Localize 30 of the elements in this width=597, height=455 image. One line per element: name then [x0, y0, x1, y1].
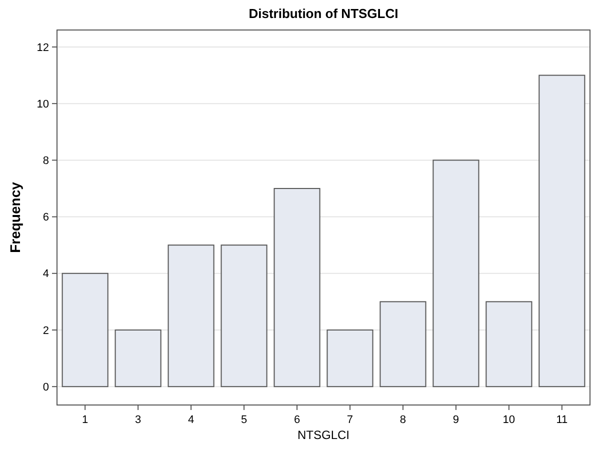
y-axis-title: Frequency	[7, 182, 23, 253]
y-tick-label: 6	[42, 212, 49, 224]
x-tick-label: 4	[188, 414, 194, 426]
bar	[486, 301, 532, 388]
x-tick-label: 11	[556, 414, 568, 426]
y-tick-label: 12	[36, 42, 49, 54]
bar	[432, 160, 480, 388]
bar	[274, 188, 320, 388]
y-tick-label: 4	[42, 268, 49, 280]
bar	[538, 74, 586, 388]
bar	[326, 330, 374, 388]
x-tick-label: 6	[294, 414, 300, 426]
bar	[220, 244, 268, 388]
chart-title: Distribution of NTSGLCI	[248, 6, 398, 21]
bar	[168, 244, 214, 388]
x-axis-title: NTSGLCI	[297, 428, 350, 442]
x-tick-label: 5	[240, 414, 248, 426]
x-tick-label: 10	[502, 414, 516, 426]
x-tick-label: 9	[452, 414, 460, 426]
y-tick-label: 2	[42, 324, 49, 337]
x-tick-label: 8	[400, 414, 406, 426]
bar	[114, 330, 162, 388]
x-tick-label: 3	[135, 414, 142, 426]
bar	[380, 301, 426, 388]
x-tick-label: 1	[82, 414, 88, 426]
y-tick-label: 8	[42, 155, 49, 168]
x-tick-label: 7	[346, 414, 354, 426]
y-tick-label: 0	[42, 381, 49, 394]
bar	[62, 272, 108, 388]
y-tick-label: 10	[36, 98, 49, 110]
